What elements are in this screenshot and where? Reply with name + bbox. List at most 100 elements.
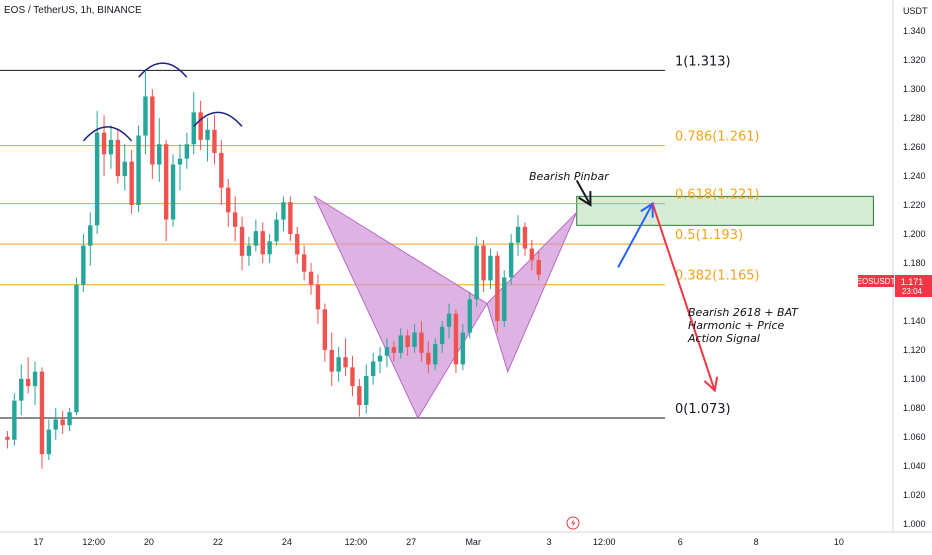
candle-body[interactable] (412, 332, 417, 348)
signal-annotation-line-1: Bearish 2618 + BAT (688, 306, 799, 319)
candle-body[interactable] (12, 400, 17, 440)
candle-body[interactable] (433, 344, 438, 365)
candle-body[interactable] (81, 245, 86, 285)
candle-body[interactable] (157, 144, 162, 165)
candle-body[interactable] (384, 347, 390, 356)
candle-body[interactable] (336, 357, 341, 372)
candle-body[interactable] (198, 112, 203, 140)
fib-level-label: 0.5(1.193) (675, 228, 743, 243)
candle-body[interactable] (350, 367, 355, 387)
candle-body[interactable] (301, 254, 307, 272)
candle-body[interactable] (101, 132, 107, 155)
pinbar-pointer-arrow[interactable] (575, 179, 592, 207)
candle-body[interactable] (315, 284, 321, 310)
currency-label: USDT (903, 6, 928, 16)
candle-body[interactable] (405, 335, 410, 348)
candle-body[interactable] (370, 361, 376, 377)
price-badge: EOSUSDT 1.171 23:04 (857, 275, 932, 297)
candle-body[interactable] (60, 419, 65, 426)
candle-body[interactable] (267, 241, 272, 255)
candle-body[interactable] (295, 234, 300, 255)
candle-body[interactable] (94, 132, 100, 226)
candle-body[interactable] (150, 96, 155, 165)
candle-body[interactable] (488, 255, 493, 281)
candle-body[interactable] (481, 245, 486, 281)
candle-body[interactable] (288, 202, 293, 235)
price-tick-label: 1.000 (903, 519, 926, 529)
candle-body[interactable] (136, 135, 141, 206)
candle-body[interactable] (67, 412, 72, 426)
candle-body[interactable] (522, 226, 528, 249)
candle-body[interactable] (129, 161, 134, 206)
candle-body[interactable] (467, 299, 472, 333)
fib-level-label: 0(1.073) (675, 402, 731, 417)
candle-body[interactable] (88, 225, 93, 246)
candle-body[interactable] (108, 139, 114, 155)
shoulder-arc[interactable] (193, 111, 243, 127)
candle-body[interactable] (322, 309, 328, 350)
candle-body[interactable] (184, 144, 190, 159)
candle-body[interactable] (32, 371, 38, 387)
candle-body[interactable] (426, 352, 431, 365)
arrows-layer (575, 179, 719, 393)
candle-body[interactable] (453, 313, 459, 365)
reversal-zone[interactable] (576, 195, 874, 226)
candle-body[interactable] (170, 164, 176, 220)
candle-body[interactable] (53, 419, 58, 430)
candle-body[interactable] (219, 152, 224, 188)
candle-body[interactable] (536, 260, 541, 275)
price-tick-label: 1.040 (903, 461, 926, 471)
candle-body[interactable] (357, 386, 362, 405)
time-axis[interactable]: 17 12:00 20 22 24 12:00 27 Mar 3 12:00 6 8 10 (33, 537, 843, 547)
candle-body[interactable] (460, 332, 466, 365)
candle-body[interactable] (502, 277, 507, 321)
candle-body[interactable] (239, 226, 245, 256)
candle-body[interactable] (19, 378, 24, 401)
candle-body[interactable] (143, 96, 148, 136)
candle-body[interactable] (246, 245, 252, 256)
candle-body[interactable] (308, 271, 314, 285)
candle-body[interactable] (281, 202, 286, 220)
candle-body[interactable] (495, 255, 500, 321)
candle-body[interactable] (419, 332, 424, 353)
candle-body[interactable] (191, 112, 196, 145)
candle-body[interactable] (508, 242, 514, 278)
candle-body[interactable] (274, 219, 279, 242)
time-tick-label: 22 (213, 537, 223, 547)
symbol-badge-bg (858, 275, 894, 287)
shoulder-arc[interactable] (82, 126, 133, 142)
candle-body[interactable] (377, 355, 383, 362)
candle-body[interactable] (232, 212, 238, 227)
candle-body[interactable] (253, 231, 259, 246)
candle-body[interactable] (226, 187, 231, 213)
candle-body[interactable] (398, 335, 403, 353)
candle-body[interactable] (446, 313, 452, 327)
candle-body[interactable] (115, 139, 121, 177)
candle-body[interactable] (122, 161, 127, 177)
candle-body[interactable] (163, 144, 169, 220)
candle-body[interactable] (260, 231, 265, 255)
candle-body[interactable] (46, 429, 52, 455)
candle-body[interactable] (74, 284, 79, 413)
candle-body[interactable] (529, 248, 535, 261)
candle-body[interactable] (515, 226, 521, 243)
candle-body[interactable] (391, 347, 397, 353)
candle-body[interactable] (5, 436, 10, 440)
candle-body[interactable] (343, 357, 348, 368)
lightning-icon[interactable] (566, 516, 580, 530)
candle-body[interactable] (177, 158, 183, 165)
head-arc[interactable] (138, 62, 188, 78)
candle-body[interactable] (212, 129, 217, 153)
candle-body[interactable] (205, 129, 210, 140)
candle-body[interactable] (329, 349, 334, 372)
current-price: 1.171 (901, 277, 924, 287)
bearish-projection-arrow[interactable] (651, 203, 719, 393)
candle-body[interactable] (25, 378, 31, 387)
candle-body[interactable] (474, 245, 479, 300)
pattern-triangle-xab[interactable] (313, 195, 488, 420)
candle-body[interactable] (439, 326, 445, 345)
candle-body[interactable] (364, 376, 369, 405)
candle-body[interactable] (39, 371, 45, 455)
